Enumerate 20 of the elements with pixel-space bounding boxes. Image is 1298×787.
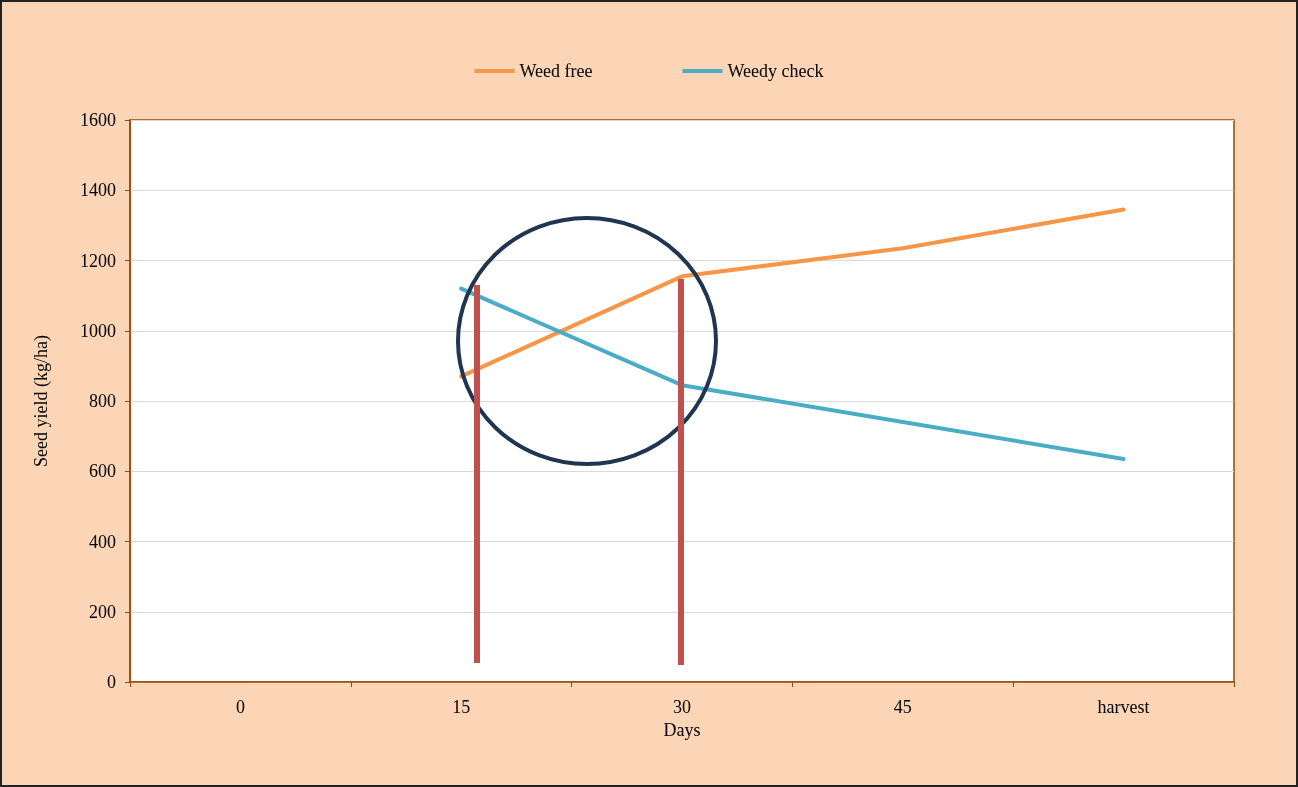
- y-tick-label: 400: [89, 531, 116, 552]
- legend-label: Weedy check: [727, 61, 824, 81]
- y-tick-label: 0: [107, 672, 116, 692]
- y-axis-title: Seed yield (kg/ha): [31, 335, 52, 467]
- x-tick-label: 30: [673, 697, 691, 717]
- line-series: [459, 286, 1126, 461]
- y-tick-label: 1600: [80, 110, 116, 130]
- x-tick-label: harvest: [1097, 697, 1150, 717]
- y-tick-label: 1200: [80, 250, 116, 271]
- x-tick-label: 45: [893, 697, 912, 717]
- y-tick-label: 1000: [80, 320, 116, 341]
- y-tick-label: 1400: [80, 180, 116, 201]
- x-tick-label: 0: [235, 697, 245, 717]
- legend-label: Weed free: [519, 61, 593, 81]
- y-tick-label: 600: [89, 461, 116, 482]
- x-axis-title: Days: [663, 719, 701, 740]
- x-tick-label: 15: [452, 697, 471, 717]
- y-tick-label: 200: [89, 601, 116, 622]
- line-series: [459, 207, 1126, 379]
- y-tick-label: 800: [89, 391, 116, 411]
